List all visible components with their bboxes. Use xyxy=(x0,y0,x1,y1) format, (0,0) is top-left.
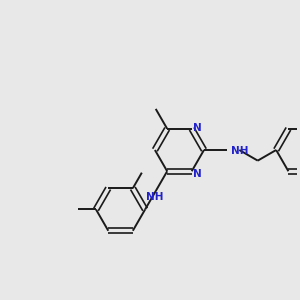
Text: NH: NH xyxy=(232,146,249,156)
Text: NH: NH xyxy=(146,192,163,202)
Text: N: N xyxy=(193,123,201,133)
Text: N: N xyxy=(193,169,201,179)
